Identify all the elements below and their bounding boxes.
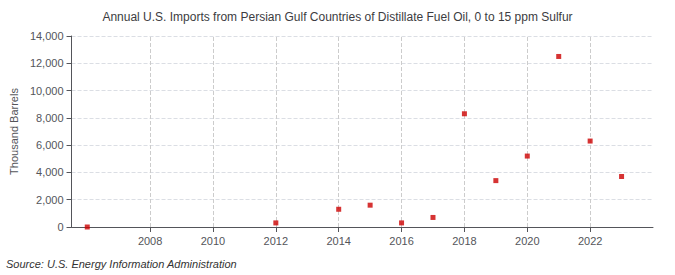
svg-text:0: 0 [57,221,63,233]
svg-text:12,000: 12,000 [30,57,64,69]
svg-text:10,000: 10,000 [30,85,64,97]
svg-text:4,000: 4,000 [36,166,64,178]
svg-text:2010: 2010 [201,235,225,247]
svg-text:Source: U.S. Energy Informatio: Source: U.S. Energy Information Administ… [6,258,237,270]
svg-text:2022: 2022 [578,235,602,247]
svg-text:2016: 2016 [389,235,413,247]
svg-text:6,000: 6,000 [36,139,64,151]
svg-text:Annual U.S. Imports from Persi: Annual U.S. Imports from Persian Gulf Co… [102,10,572,24]
svg-text:Thousand Barrels: Thousand Barrels [8,88,20,175]
svg-text:2014: 2014 [326,235,350,247]
svg-text:2,000: 2,000 [36,194,64,206]
svg-text:2008: 2008 [138,235,162,247]
svg-text:8,000: 8,000 [36,112,64,124]
svg-text:2012: 2012 [264,235,288,247]
svg-text:2018: 2018 [452,235,476,247]
svg-text:2020: 2020 [515,235,539,247]
svg-text:14,000: 14,000 [30,30,64,42]
